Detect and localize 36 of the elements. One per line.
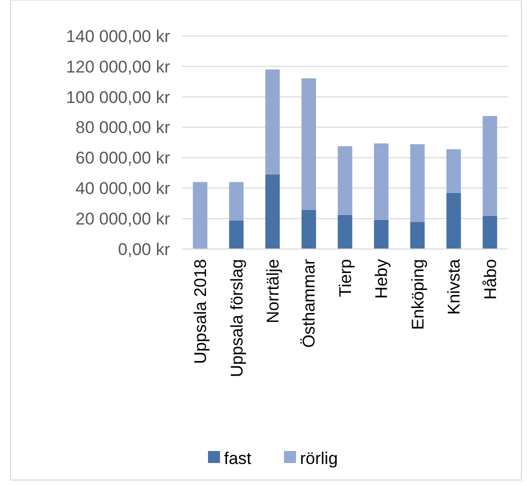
bar bbox=[482, 216, 498, 249]
bar bbox=[410, 144, 425, 222]
y-tick-label: 140 000,00 kr bbox=[66, 26, 170, 46]
y-tick-label: 0,00 kr bbox=[118, 240, 170, 259]
x-tick-label: Håbo bbox=[480, 259, 500, 300]
bar bbox=[302, 210, 316, 249]
bar bbox=[374, 143, 388, 220]
bar bbox=[446, 149, 461, 193]
bar bbox=[410, 222, 425, 249]
y-tick-label: 80 000,00 kr bbox=[75, 118, 170, 138]
x-tick-label: Norrtälje bbox=[264, 259, 283, 324]
x-tick-label: Östhammar bbox=[300, 258, 319, 348]
bar bbox=[229, 182, 244, 221]
legend-label: rörlig bbox=[300, 448, 338, 468]
bar bbox=[265, 174, 280, 249]
bar bbox=[302, 78, 316, 210]
bar bbox=[374, 220, 388, 249]
y-tick-label: 100 000,00 kr bbox=[66, 88, 170, 107]
x-tick-label: Tierp bbox=[336, 259, 355, 298]
y-tick-label: 20 000,00 kr bbox=[75, 210, 170, 229]
bar bbox=[338, 214, 352, 249]
bar bbox=[229, 220, 244, 249]
bar bbox=[192, 182, 208, 249]
x-tick-label: Heby bbox=[372, 258, 392, 299]
bar bbox=[482, 116, 498, 216]
legend-label: fast bbox=[224, 448, 252, 468]
x-tick-label: Enköping bbox=[408, 259, 428, 330]
y-tick-label: 40 000,00 kr bbox=[75, 179, 170, 198]
x-tick-label: Knivsta bbox=[444, 258, 464, 315]
bar bbox=[446, 192, 461, 249]
y-tick-label: 120 000,00 kr bbox=[66, 57, 170, 76]
x-tick-label: Uppsala förslag bbox=[227, 259, 246, 378]
bar bbox=[338, 146, 352, 215]
y-tick-label: 60 000,00 kr bbox=[75, 148, 170, 168]
x-tick-label: Uppsala 2018 bbox=[191, 259, 210, 364]
bar bbox=[265, 69, 280, 174]
